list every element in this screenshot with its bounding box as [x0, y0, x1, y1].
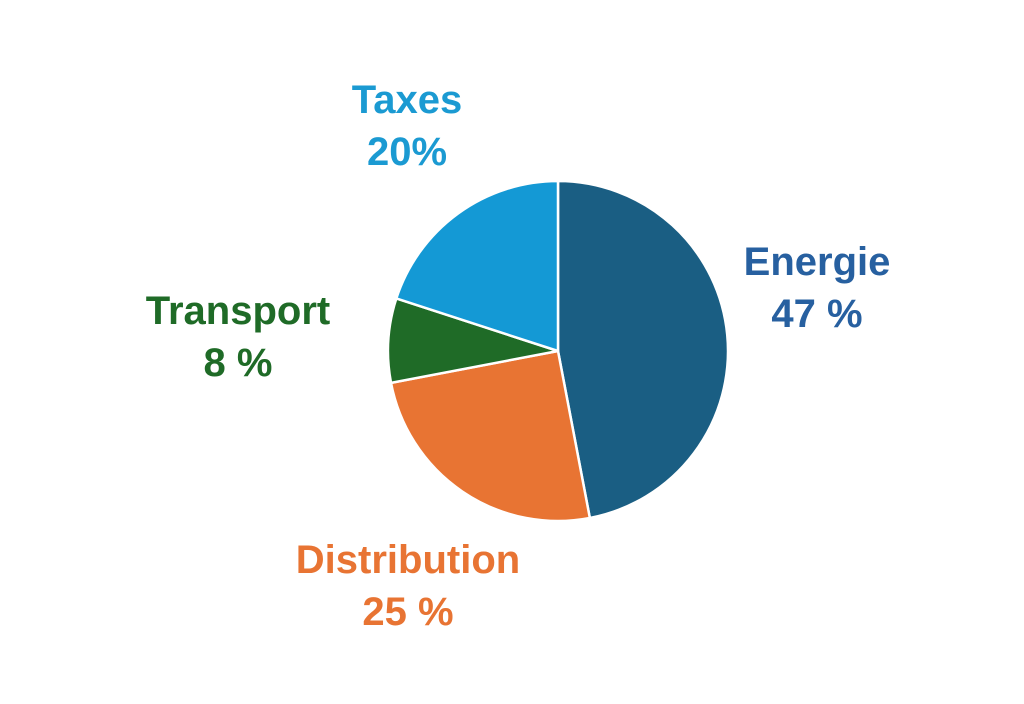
label-distribution: Distribution 25 %: [296, 534, 520, 638]
pie-slice-energie: [556, 179, 730, 520]
label-energie-value: 47 %: [771, 292, 863, 336]
label-transport-name: Transport: [145, 289, 331, 333]
label-energie: Energie 47 %: [744, 236, 891, 340]
label-taxes-value: 20%: [366, 130, 448, 174]
label-distribution-value: 25 %: [362, 590, 454, 634]
label-distribution-name: Distribution: [295, 538, 521, 582]
pie-slice-taxes: [395, 179, 560, 353]
label-transport: Transport 8 %: [146, 285, 330, 389]
label-energie-name: Energie: [743, 240, 891, 284]
pie-slice-distribution: [389, 349, 592, 523]
label-taxes: Taxes 20%: [352, 74, 462, 178]
label-transport-value: 8 %: [203, 341, 273, 385]
label-taxes-name: Taxes: [351, 78, 463, 122]
